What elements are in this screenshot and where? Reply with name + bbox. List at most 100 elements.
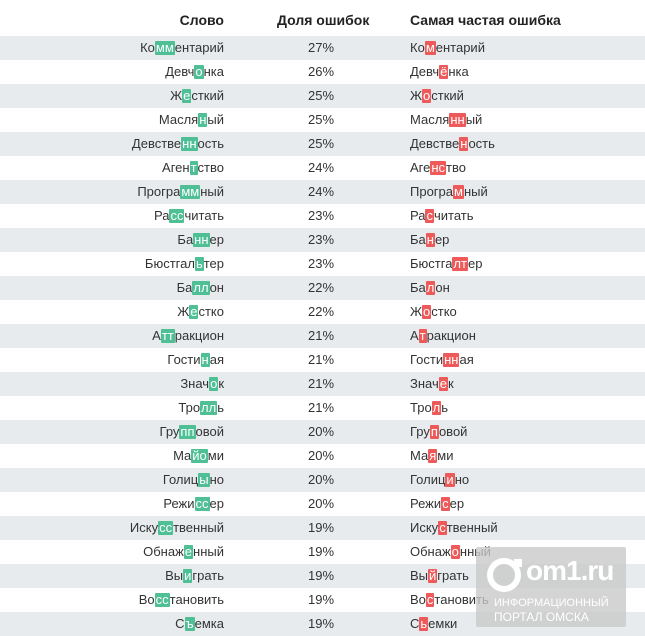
correct-letters-highlight: н	[200, 352, 210, 367]
word-fragment: ь	[441, 400, 449, 415]
word-fragment: Тро	[410, 400, 432, 415]
word-fragment: ер	[434, 232, 450, 247]
word-fragment: С	[175, 616, 185, 631]
word-fragment: читать	[433, 208, 474, 223]
logo-tagline-2: ПОРТАЛ ОМСКА	[494, 610, 589, 624]
word-fragment: Ба	[176, 280, 193, 295]
word-cell: Выиграть	[165, 568, 224, 584]
correct-letters-highlight: пп	[179, 424, 196, 439]
word-fragment: к	[218, 376, 224, 391]
table-row: Восстановить 19% Востановить	[0, 588, 645, 612]
word-cell: Аттракцион	[152, 328, 224, 344]
word-fragment: он	[435, 280, 450, 295]
error-letters-highlight: л	[425, 280, 436, 295]
watermark-logo: om1.ru ИНФОРМАЦИОННЫЙ ПОРТАЛ ОМСКА	[476, 547, 626, 627]
error-share-cell: 20%	[308, 472, 335, 487]
word-fragment: Девстве	[131, 136, 182, 151]
word-fragment: Гости	[167, 352, 201, 367]
word-fragment: читать	[184, 208, 224, 223]
word-fragment: стко	[198, 304, 224, 319]
common-error-cell: Девчёнка	[410, 64, 469, 80]
word-cell: Рассчитать	[154, 208, 224, 224]
error-share-cell: 21%	[308, 376, 335, 391]
word-fragment: нка	[203, 64, 224, 79]
word-cell: Значок	[180, 376, 224, 392]
correct-letters-highlight: нн	[193, 232, 210, 247]
word-fragment: ый	[465, 112, 483, 127]
word-cell: Обнаженный	[143, 544, 224, 560]
correct-letters-highlight: нн	[181, 136, 198, 151]
word-fragment: Иску	[129, 520, 159, 535]
table-row: Режиссер 20% Режисер	[0, 492, 645, 516]
word-fragment: Масля	[410, 112, 450, 127]
table-row: Голицыно 20% Голицино	[0, 468, 645, 492]
word-cell: Девчонка	[165, 64, 224, 80]
common-error-cell: Маслянный	[410, 112, 482, 128]
word-fragment: тер	[203, 256, 224, 271]
common-error-cell: Значек	[410, 376, 454, 392]
error-share-cell: 19%	[308, 544, 335, 559]
word-fragment: ь	[217, 400, 224, 415]
word-fragment: к	[447, 376, 454, 391]
correct-letters-highlight: о	[209, 376, 219, 391]
word-fragment: ный	[200, 184, 224, 199]
logo-brand: om1.ru	[526, 555, 614, 586]
error-letters-highlight: я	[428, 448, 438, 463]
common-error-cell: Програмный	[410, 184, 488, 200]
word-cell: Агентство	[162, 160, 224, 176]
word-fragment: Иску	[410, 520, 439, 535]
table-row: Майоми 20% Маями	[0, 444, 645, 468]
error-letters-highlight: м	[424, 40, 436, 55]
error-letters-highlight: с	[438, 520, 447, 535]
error-letters-highlight: п	[429, 424, 439, 439]
word-fragment: тво	[446, 160, 466, 175]
word-cell: Жесткий	[170, 88, 224, 104]
correct-letters-highlight: т	[189, 160, 198, 175]
word-fragment: овой	[438, 424, 468, 439]
error-share-cell: 23%	[308, 256, 335, 271]
correct-letters-highlight: йо	[191, 448, 208, 463]
word-fragment: ракцион	[174, 328, 224, 343]
error-letters-highlight: с	[425, 208, 434, 223]
word-fragment: ер	[209, 496, 224, 511]
error-letters-highlight: й	[428, 568, 438, 583]
correct-letters-highlight: ь	[194, 256, 204, 271]
error-letters-highlight: ё	[439, 64, 449, 79]
correct-letters-highlight: и	[183, 568, 193, 583]
table-row: Гостиная 21% Гостинная	[0, 348, 645, 372]
word-fragment: Програ	[137, 184, 181, 199]
word-fragment: нка	[448, 64, 469, 79]
table-row: Масляный 25% Маслянный	[0, 108, 645, 132]
word-fragment: Голиц	[162, 472, 199, 487]
word-fragment: Знач	[180, 376, 210, 391]
error-share-cell: 25%	[308, 88, 335, 103]
word-fragment: Ж	[410, 304, 423, 319]
table-row: Жесткий 25% Жосткий	[0, 84, 645, 108]
word-fragment: Гости	[410, 352, 444, 367]
word-fragment: С	[410, 616, 420, 631]
common-error-cell: Маями	[410, 448, 453, 464]
word-fragment: Вы	[410, 568, 429, 583]
common-error-cell: Балон	[410, 280, 450, 296]
error-letters-highlight: о	[450, 544, 460, 559]
table-row: Жестко 22% Жостко	[0, 300, 645, 324]
word-fragment: ентарий	[435, 40, 485, 55]
word-fragment: Ко	[410, 40, 425, 55]
word-fragment: ный	[463, 184, 488, 199]
word-fragment: Режи	[163, 496, 195, 511]
table-row: Групповой 20% Груповой	[0, 420, 645, 444]
word-cell: Групповой	[160, 424, 224, 440]
word-fragment: Ба	[410, 232, 426, 247]
error-share-cell: 19%	[308, 520, 335, 535]
word-fragment: стко	[431, 304, 457, 319]
error-share-cell: 25%	[308, 112, 335, 127]
word-fragment: Девч	[410, 64, 440, 79]
logo-tagline-1: ИНФОРМАЦИОННЫЙ	[494, 597, 609, 609]
error-letters-highlight: лт	[452, 256, 468, 271]
error-letters-highlight: с	[441, 496, 450, 511]
common-error-cell: Атракцион	[410, 328, 476, 344]
correct-letters-highlight: сс	[194, 496, 210, 511]
common-error-cell: Востановить	[410, 592, 489, 608]
error-share-cell: 23%	[308, 208, 335, 223]
word-fragment: Обнаж	[143, 544, 184, 559]
